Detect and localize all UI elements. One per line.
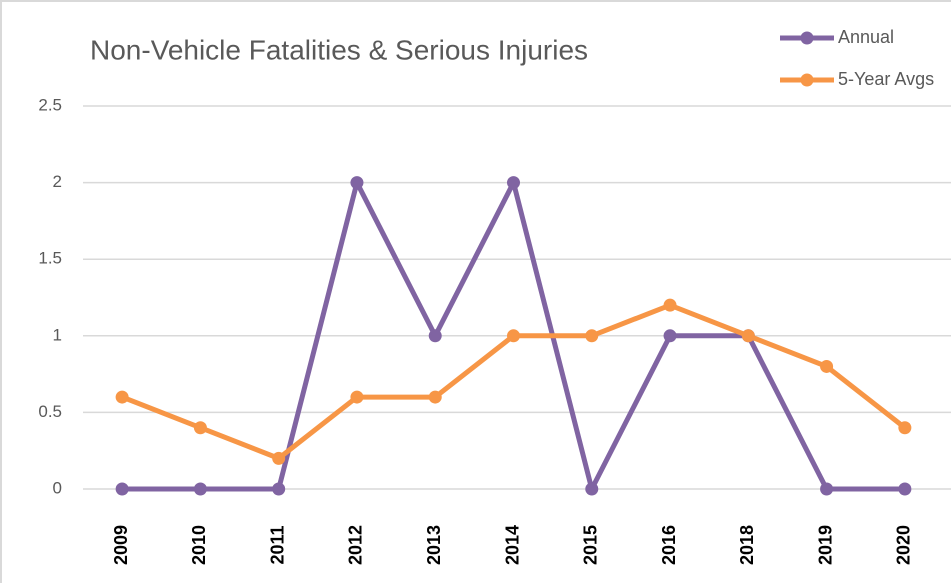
- y-tick-label: 1: [53, 325, 62, 344]
- x-tick-label: 2009: [111, 525, 131, 565]
- marker: [820, 482, 834, 496]
- marker: [193, 421, 207, 435]
- x-tick-label: 2010: [189, 525, 209, 565]
- chart-title: Non-Vehicle Fatalities & Serious Injurie…: [90, 34, 588, 65]
- marker: [898, 421, 912, 435]
- x-tick-label: 2015: [581, 525, 601, 565]
- marker: [428, 329, 442, 343]
- x-tick-label: 2019: [815, 525, 835, 565]
- marker: [350, 390, 364, 404]
- marker: [663, 329, 677, 343]
- marker: [428, 390, 442, 404]
- y-tick-label: 0.5: [38, 402, 62, 421]
- y-tick-label: 2: [53, 172, 62, 191]
- x-tick-label: 2013: [424, 525, 444, 565]
- marker: [272, 451, 286, 465]
- marker: [507, 176, 520, 190]
- legend-label: 5-Year Avgs: [838, 69, 934, 89]
- marker: [898, 482, 912, 496]
- marker: [507, 329, 520, 343]
- marker: [663, 298, 677, 312]
- marker: [115, 482, 129, 496]
- y-tick-label: 0: [53, 478, 62, 497]
- marker: [350, 176, 364, 190]
- legend-label: Annual: [838, 27, 894, 47]
- y-tick-label: 2.5: [38, 95, 62, 114]
- marker: [741, 329, 755, 343]
- marker: [193, 482, 207, 496]
- legend-marker: [800, 31, 814, 45]
- x-tick-label: 2011: [267, 525, 287, 564]
- x-tick-label: 2020: [894, 525, 914, 565]
- marker: [272, 482, 286, 496]
- marker: [585, 482, 599, 496]
- legend-marker: [800, 73, 814, 87]
- marker: [115, 390, 129, 404]
- x-tick-label: 2016: [659, 525, 679, 565]
- x-tick-label: 2018: [737, 525, 757, 565]
- y-tick-label: 1.5: [38, 249, 62, 268]
- x-tick-label: 2012: [346, 525, 366, 565]
- x-tick-label: 2014: [502, 525, 522, 565]
- marker: [820, 359, 834, 373]
- marker: [585, 329, 599, 343]
